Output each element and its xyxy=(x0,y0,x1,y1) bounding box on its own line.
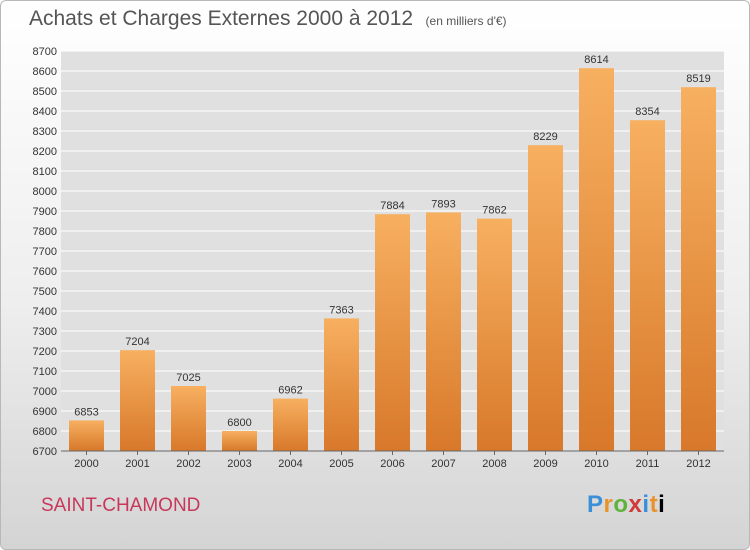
bar-value-label: 7025 xyxy=(176,372,200,384)
chart-title-main: Achats et Charges Externes 2000 à 2012 xyxy=(29,7,414,30)
proxiti-logo: Proxiti xyxy=(587,491,665,519)
y-tick-label: 8200 xyxy=(33,146,57,158)
y-tick-label: 7000 xyxy=(33,386,57,398)
y-tick-label: 6900 xyxy=(33,406,57,418)
bar xyxy=(579,68,614,451)
y-tick-label: 8000 xyxy=(33,186,57,198)
bar xyxy=(630,120,665,451)
logo-letter: i xyxy=(642,491,650,518)
x-tick-label: 2010 xyxy=(584,458,608,470)
x-tick-label: 2007 xyxy=(431,458,455,470)
logo-letter: P xyxy=(587,491,604,518)
bar xyxy=(324,318,359,451)
x-tick-label: 2002 xyxy=(176,458,200,470)
bar-value-label: 8229 xyxy=(533,131,557,143)
y-tick-label: 7200 xyxy=(33,346,57,358)
bar xyxy=(171,386,206,451)
bar-value-label: 7862 xyxy=(482,205,506,217)
bar-value-label: 8354 xyxy=(635,106,659,118)
logo-letter: r xyxy=(603,491,614,518)
x-tick-label: 2006 xyxy=(380,458,404,470)
x-tick-label: 2008 xyxy=(482,458,506,470)
x-tick-label: 2005 xyxy=(329,458,353,470)
y-tick-label: 7900 xyxy=(33,206,57,218)
y-tick-label: 8300 xyxy=(33,126,57,138)
x-tick-label: 2011 xyxy=(636,458,660,470)
bar xyxy=(273,398,308,451)
bar-value-label: 7204 xyxy=(125,336,149,348)
y-tick-label: 7800 xyxy=(33,226,57,238)
logo-letter: o xyxy=(613,491,629,518)
bar-value-label: 6962 xyxy=(278,385,302,397)
logo-letter: i xyxy=(658,491,666,518)
y-tick-label: 7700 xyxy=(33,246,57,258)
bar xyxy=(477,218,512,451)
chart-title: Achats et Charges Externes 2000 à 2012 (… xyxy=(29,7,507,31)
bar-value-label: 7884 xyxy=(380,200,404,212)
y-tick-label: 8600 xyxy=(33,66,57,78)
x-tick-label: 2000 xyxy=(74,458,98,470)
x-tick-label: 2003 xyxy=(227,458,251,470)
y-tick-label: 6800 xyxy=(33,426,57,438)
y-tick-label: 7300 xyxy=(33,326,57,338)
bar xyxy=(69,420,104,451)
bar-value-label: 7893 xyxy=(431,198,455,210)
bar-value-label: 6800 xyxy=(227,417,251,429)
bar xyxy=(120,350,155,451)
x-tick-label: 2001 xyxy=(125,458,149,470)
bar xyxy=(375,214,410,451)
y-tick-label: 7500 xyxy=(33,286,57,298)
bar-value-label: 8519 xyxy=(686,73,710,85)
x-tick-label: 2004 xyxy=(278,458,302,470)
bar xyxy=(222,431,257,451)
y-tick-label: 8400 xyxy=(33,106,57,118)
bar-chart: 6700 6800 6900 7000 7100 7200 7300 7400 7500 7600… xyxy=(33,46,724,470)
city-name: SAINT-CHAMOND xyxy=(41,495,201,516)
bar xyxy=(426,212,461,451)
bar-value-label: 8614 xyxy=(584,54,608,66)
y-tick-label: 7100 xyxy=(33,366,57,378)
y-tick-label: 8700 xyxy=(33,46,57,58)
y-tick-label: 8500 xyxy=(33,86,57,98)
y-tick-label: 7400 xyxy=(33,306,57,318)
y-tick-label: 6700 xyxy=(33,446,57,458)
y-tick-label: 7600 xyxy=(33,266,57,278)
y-tick-label: 8100 xyxy=(33,166,57,178)
bar xyxy=(528,145,563,451)
logo-letter: x xyxy=(628,491,643,518)
bar-value-label: 6853 xyxy=(74,406,98,418)
logo-letter: t xyxy=(649,491,659,518)
bar xyxy=(681,87,716,451)
bar-value-label: 7363 xyxy=(329,304,353,316)
x-tick-label: 2012 xyxy=(686,458,710,470)
x-tick-label: 2009 xyxy=(533,458,557,470)
chart-title-unit: (en milliers d'€) xyxy=(425,14,507,28)
